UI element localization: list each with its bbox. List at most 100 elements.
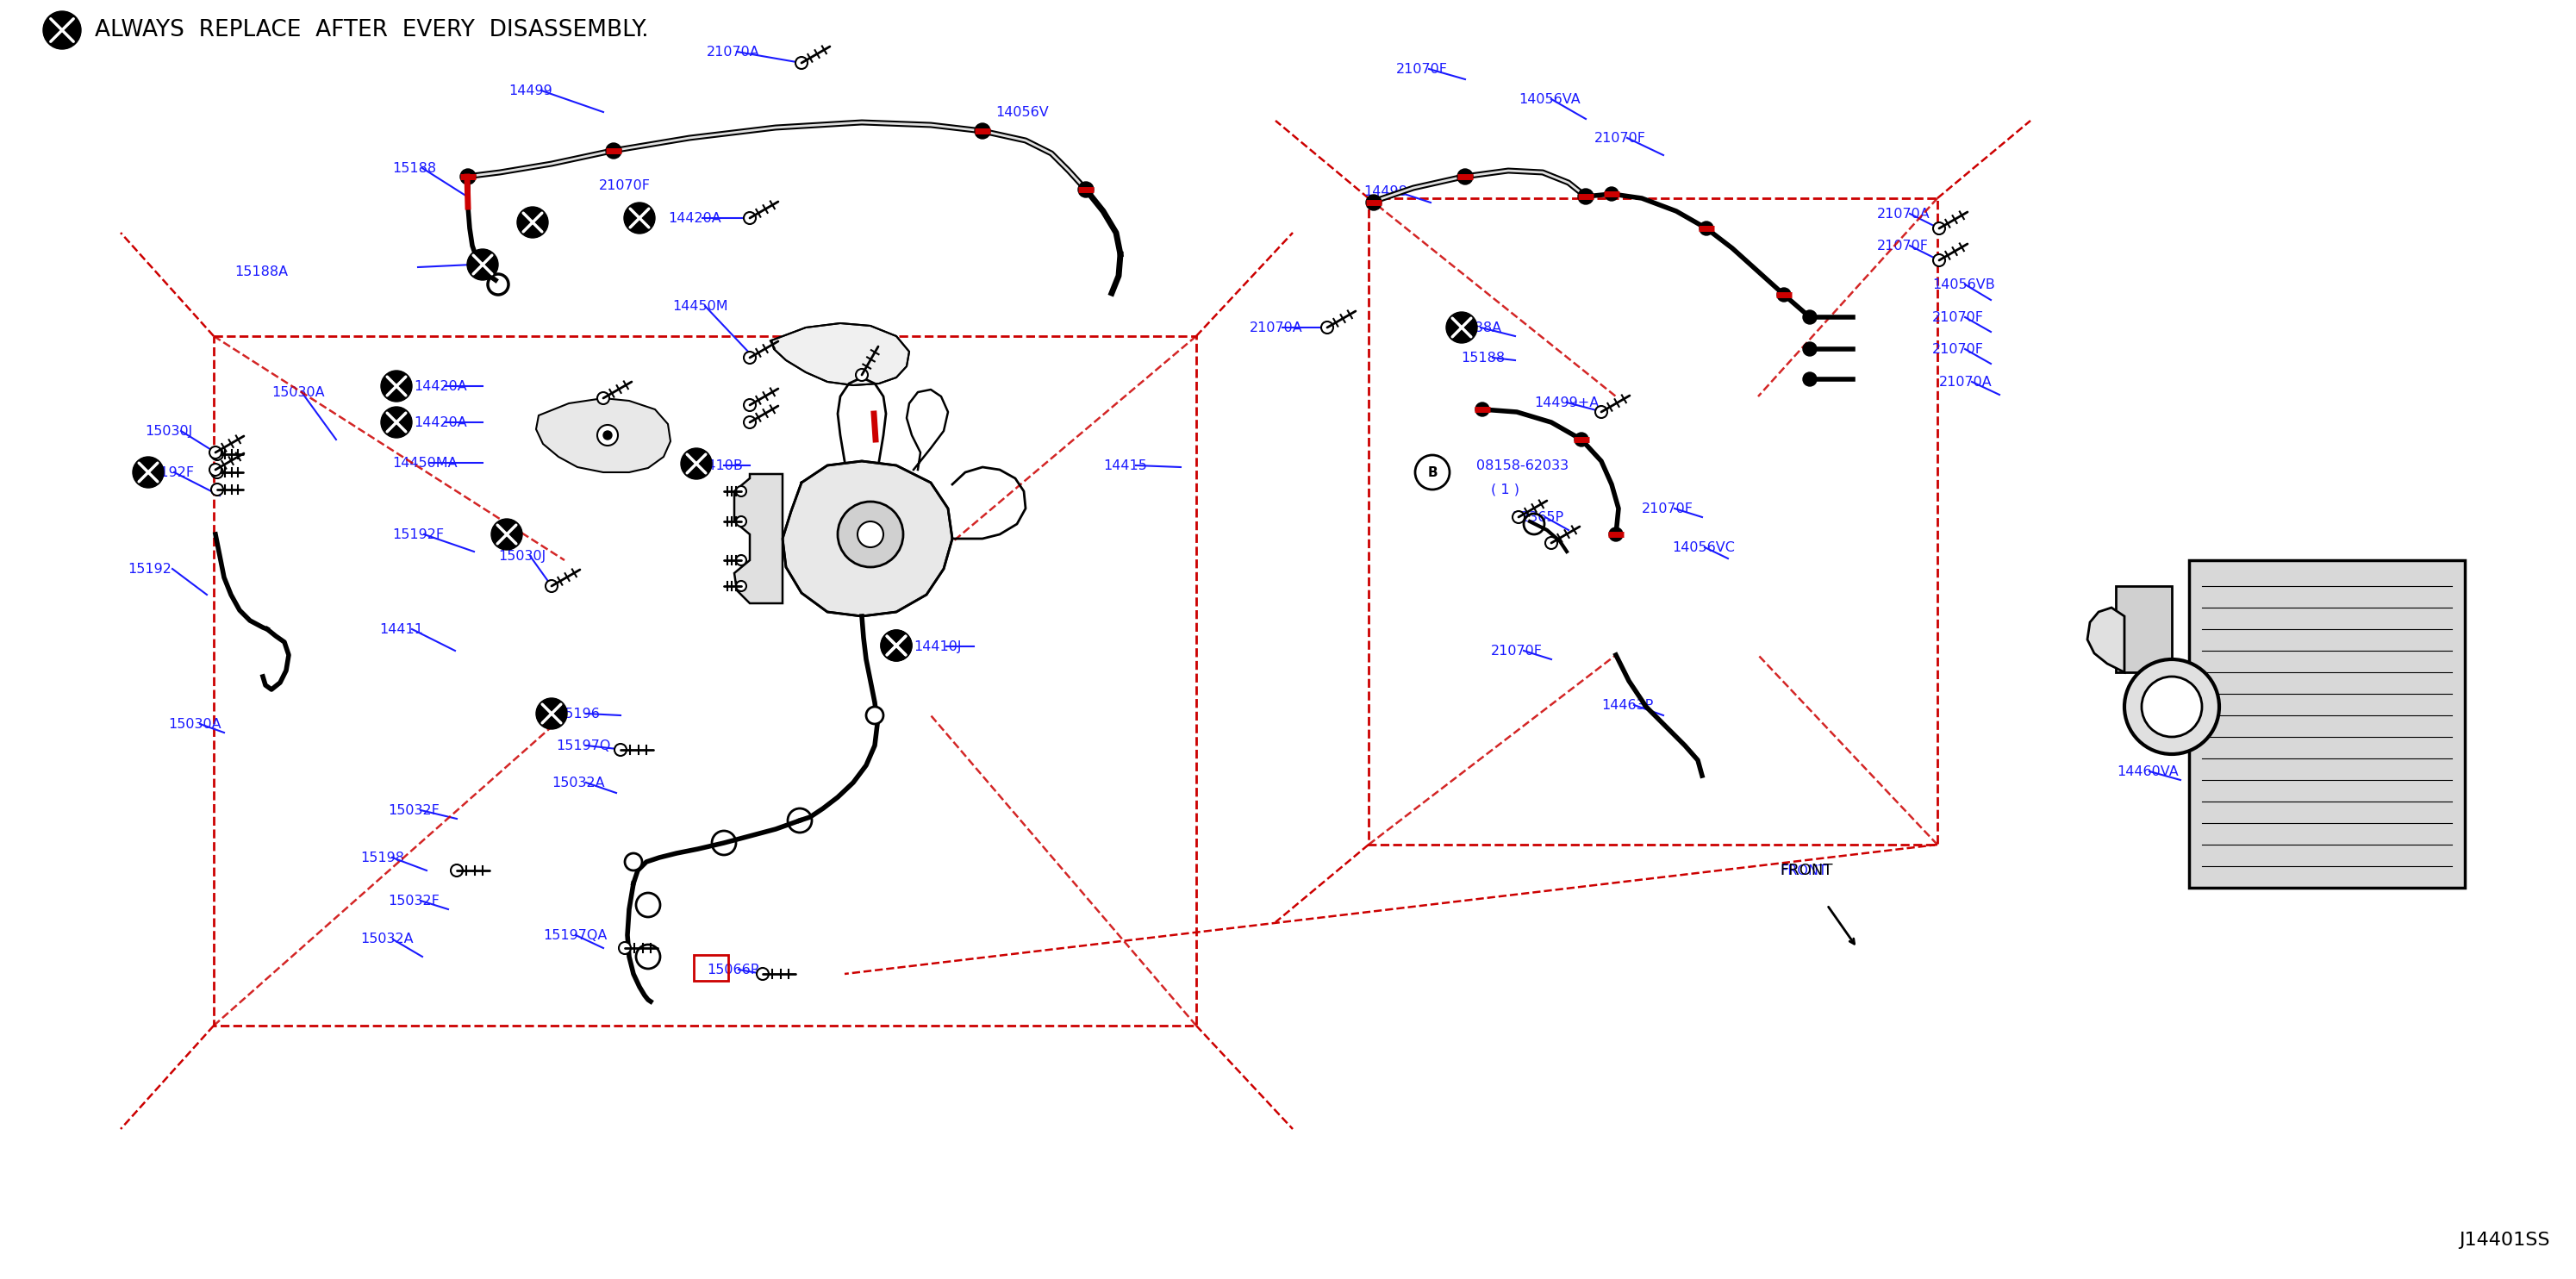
Text: 14463P: 14463P <box>1602 698 1654 711</box>
Circle shape <box>1777 288 1790 302</box>
Bar <box>2190 560 2465 888</box>
Circle shape <box>1458 169 1473 184</box>
Circle shape <box>598 393 611 404</box>
Circle shape <box>837 501 904 567</box>
Circle shape <box>2141 677 2202 737</box>
Text: 14498: 14498 <box>1363 185 1406 198</box>
Circle shape <box>881 631 912 661</box>
Text: 22365P: 22365P <box>1512 510 1564 523</box>
Circle shape <box>1605 187 1618 201</box>
Circle shape <box>451 865 464 876</box>
Text: 21070A: 21070A <box>706 45 760 58</box>
Text: 15030A: 15030A <box>270 386 325 399</box>
Text: 14411: 14411 <box>379 623 422 636</box>
Circle shape <box>623 202 654 234</box>
Circle shape <box>492 519 523 550</box>
Circle shape <box>211 483 224 495</box>
Text: 14056VA: 14056VA <box>1517 92 1579 106</box>
Circle shape <box>461 169 477 184</box>
Text: 21070F: 21070F <box>1932 311 1984 324</box>
Text: 14056VC: 14056VC <box>1672 541 1734 554</box>
Text: 15030J: 15030J <box>144 425 193 437</box>
Text: 21070F: 21070F <box>1492 645 1543 657</box>
Bar <box>1368 198 1937 844</box>
Circle shape <box>209 464 222 476</box>
Circle shape <box>744 399 755 411</box>
Text: 15030J: 15030J <box>497 550 546 563</box>
Circle shape <box>1574 432 1589 446</box>
Text: 15188A: 15188A <box>234 265 289 278</box>
Circle shape <box>1579 189 1595 205</box>
Circle shape <box>796 56 806 69</box>
Text: FRONT: FRONT <box>1780 865 1826 877</box>
Text: 14420A: 14420A <box>415 416 466 428</box>
Circle shape <box>605 143 621 159</box>
Circle shape <box>744 212 755 224</box>
Text: 14420A: 14420A <box>415 380 466 393</box>
Text: 08158-62033: 08158-62033 <box>1476 459 1569 472</box>
Circle shape <box>616 744 626 756</box>
Circle shape <box>974 123 989 138</box>
Text: 21070F: 21070F <box>1641 503 1692 515</box>
Text: J14401SS: J14401SS <box>2460 1232 2550 1248</box>
Circle shape <box>381 407 412 437</box>
Text: 21070F: 21070F <box>600 179 652 192</box>
Circle shape <box>1803 311 1816 324</box>
Circle shape <box>1932 255 1945 266</box>
Text: ( 1 ): ( 1 ) <box>1492 483 1520 496</box>
Text: 15188: 15188 <box>1461 352 1504 365</box>
Text: 15192: 15192 <box>129 563 173 576</box>
Text: 15066R: 15066R <box>706 963 760 976</box>
Text: ALWAYS  REPLACE  AFTER  EVERY  DISASSEMBLY.: ALWAYS REPLACE AFTER EVERY DISASSEMBLY. <box>95 19 649 41</box>
Text: 15197QA: 15197QA <box>544 929 608 941</box>
Circle shape <box>209 446 222 458</box>
Text: 21070A: 21070A <box>1249 321 1303 334</box>
Text: 14460VA: 14460VA <box>2117 765 2179 778</box>
Circle shape <box>381 371 412 402</box>
Circle shape <box>744 416 755 428</box>
Polygon shape <box>536 398 670 472</box>
Text: 14450M: 14450M <box>672 299 729 312</box>
Text: 14450MA: 14450MA <box>392 457 459 469</box>
Text: 15196: 15196 <box>556 707 600 720</box>
Circle shape <box>536 698 567 729</box>
Circle shape <box>744 352 755 363</box>
Circle shape <box>44 12 80 49</box>
Circle shape <box>1932 223 1945 234</box>
Text: 15032A: 15032A <box>551 776 605 789</box>
Text: 15198: 15198 <box>361 851 404 865</box>
Circle shape <box>1700 221 1713 235</box>
Text: 15192F: 15192F <box>392 528 443 541</box>
Circle shape <box>211 448 224 460</box>
Circle shape <box>1476 403 1489 416</box>
Text: FRONT: FRONT <box>1780 863 1832 879</box>
Text: 15197Q: 15197Q <box>556 739 611 752</box>
Bar <box>214 336 1195 1026</box>
Text: 15192F: 15192F <box>142 466 193 478</box>
Circle shape <box>1610 527 1623 541</box>
Circle shape <box>1365 194 1381 210</box>
Circle shape <box>737 486 747 496</box>
Text: 21070F: 21070F <box>1396 63 1448 75</box>
Circle shape <box>737 555 747 565</box>
Circle shape <box>1595 405 1607 418</box>
Circle shape <box>858 522 884 547</box>
Circle shape <box>1803 372 1816 386</box>
Polygon shape <box>770 324 909 385</box>
Text: 14410J: 14410J <box>914 640 961 652</box>
Circle shape <box>1546 537 1558 549</box>
Circle shape <box>1321 321 1334 334</box>
Polygon shape <box>2087 608 2125 673</box>
Text: 21070F: 21070F <box>1878 239 1929 252</box>
Text: 21070F: 21070F <box>1932 343 1984 356</box>
Text: 14499+A: 14499+A <box>1535 396 1600 409</box>
Circle shape <box>737 517 747 527</box>
Circle shape <box>737 581 747 591</box>
Text: 15032F: 15032F <box>389 894 440 907</box>
Circle shape <box>546 581 556 592</box>
Text: 14410B: 14410B <box>690 459 742 472</box>
Text: 14420A: 14420A <box>667 211 721 225</box>
Text: 15188: 15188 <box>392 161 435 174</box>
Polygon shape <box>783 462 953 616</box>
Circle shape <box>855 368 868 381</box>
